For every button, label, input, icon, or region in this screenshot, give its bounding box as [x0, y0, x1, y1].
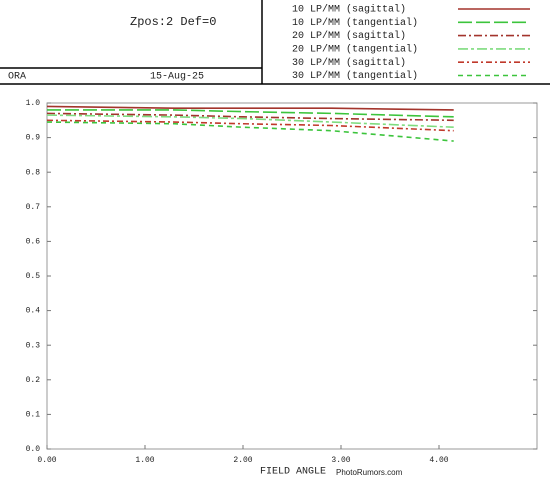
legend-label: 10 LP/MM (sagittal): [292, 4, 406, 16]
mtf-line: [46, 112, 454, 122]
legend-label: 30 LP/MM (tangential): [292, 70, 418, 82]
watermark: PhotoRumors.com: [336, 468, 403, 477]
y-tick-label: 0.5: [26, 272, 41, 281]
y-tick-label: 0.2: [26, 376, 41, 385]
lens-label: ORA: [8, 72, 26, 83]
legend-label: 20 LP/MM (sagittal): [292, 30, 406, 42]
y-tick-label: 1.0: [26, 99, 41, 108]
y-tick-label: 0.9: [26, 134, 41, 143]
mtf-line: [47, 109, 454, 118]
x-tick-label: 1.00: [135, 456, 154, 465]
y-tick-label: 0.0: [26, 445, 41, 454]
mtf-line: [46, 119, 454, 132]
x-tick-label: 3.00: [331, 456, 350, 465]
plot-frame: [46, 102, 538, 450]
y-tick-label: 0.8: [26, 168, 41, 177]
x-tick-label: 4.00: [429, 456, 448, 465]
mtf-line: [46, 105, 454, 111]
y-tick-label: 0.3: [26, 341, 41, 350]
legend-label: 20 LP/MM (tangential): [292, 44, 418, 56]
legend-label: 10 LP/MM (tangential): [292, 17, 418, 29]
mtf-line: [46, 114, 454, 129]
y-tick-label: 0.6: [26, 238, 41, 247]
mtf-line: [46, 121, 454, 142]
y-tick-label: 0.7: [26, 203, 41, 212]
y-tick-label: 0.4: [26, 307, 41, 316]
y-tick-label: 0.1: [26, 411, 41, 420]
x-tick-label: 0.00: [37, 456, 56, 465]
x-axis-label: FIELD ANGLE: [260, 467, 326, 478]
x-tick-label: 2.00: [233, 456, 252, 465]
config-label: Zpos:2 Def=0: [130, 15, 216, 29]
date-label: 15-Aug-25: [150, 72, 204, 83]
legend-label: 30 LP/MM (sagittal): [292, 57, 406, 69]
